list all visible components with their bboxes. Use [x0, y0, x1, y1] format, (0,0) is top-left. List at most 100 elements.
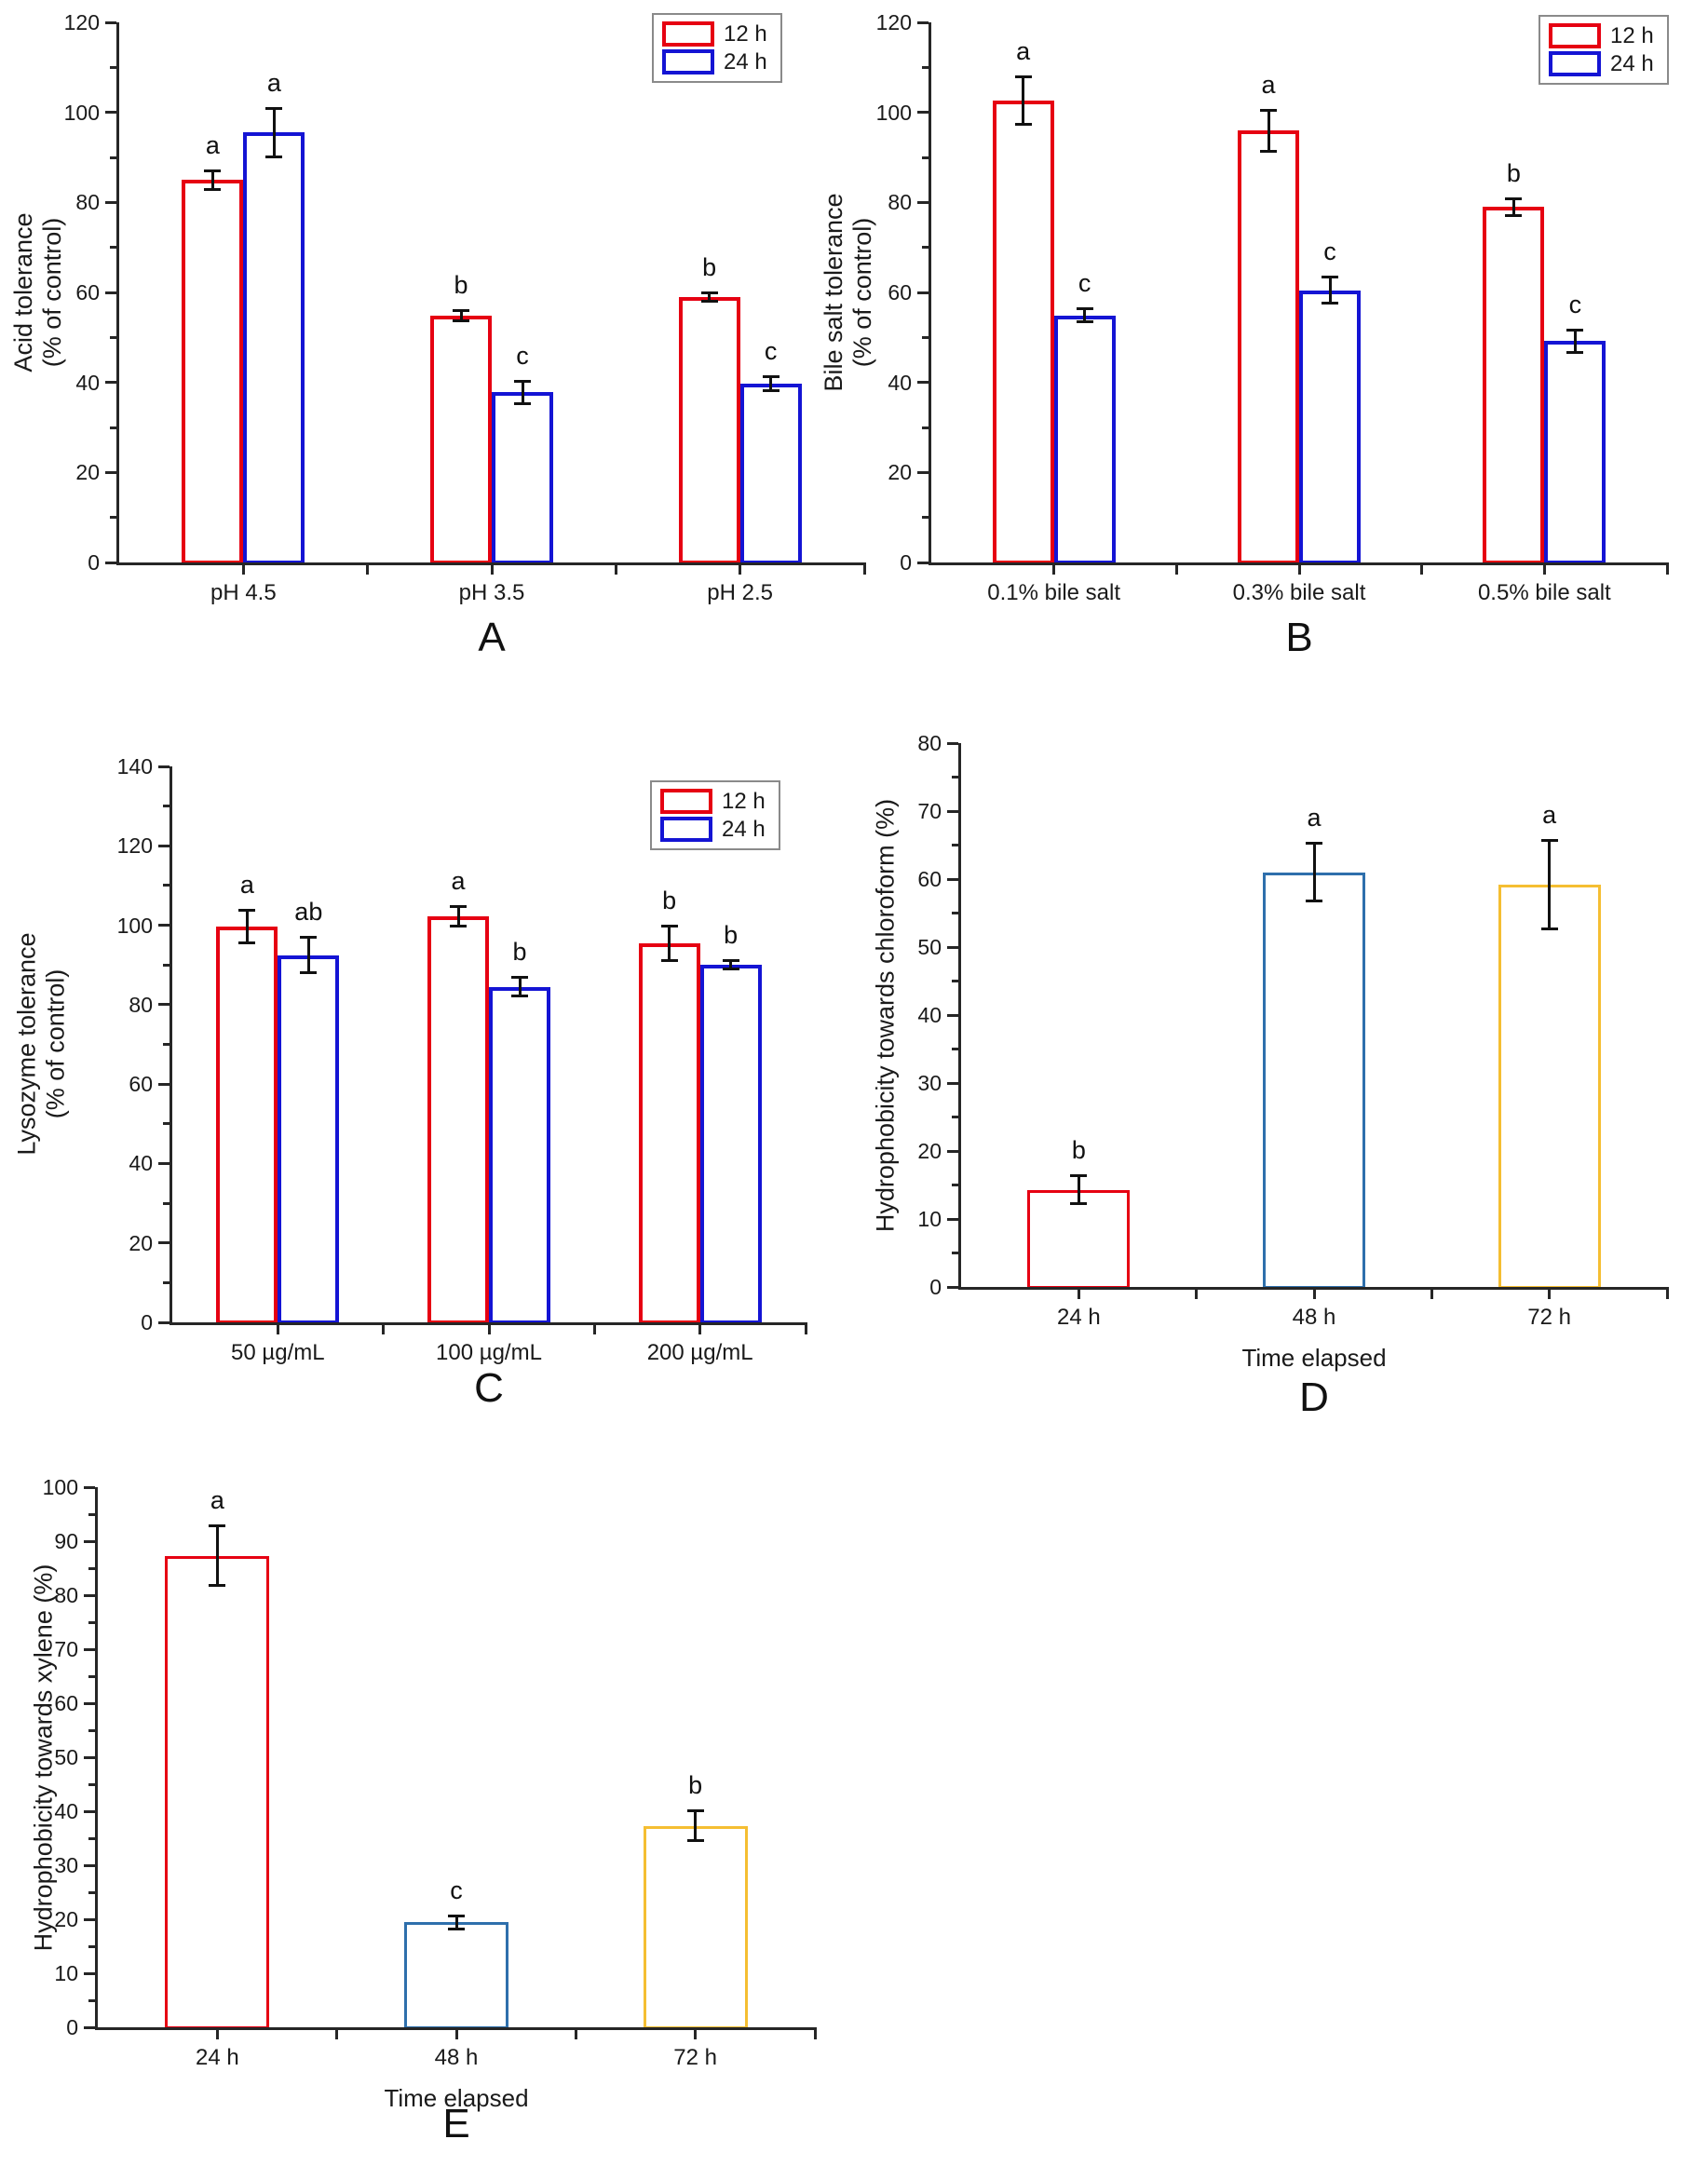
- error-bar-cap-top: [300, 935, 318, 939]
- x-boundary-tick: [592, 1322, 596, 1334]
- y-major-tick: [84, 1971, 95, 1975]
- y-minor-tick: [110, 246, 116, 250]
- x-boundary-tick: [804, 1322, 807, 1334]
- x-major-tick: [454, 2027, 458, 2039]
- error-bar-cap-top: [204, 169, 222, 172]
- legend-item-label: 24 h: [722, 817, 766, 842]
- y-major-tick: [84, 2025, 95, 2029]
- y-major-tick: [158, 1161, 169, 1165]
- y-tick-label: 70: [54, 1637, 78, 1661]
- panel-label-c: C: [474, 1365, 504, 1411]
- significance-letter: b: [702, 253, 717, 281]
- error-bar-cap-bottom: [722, 968, 739, 971]
- error-bar-line: [459, 310, 463, 321]
- y-major-tick: [947, 1217, 958, 1221]
- error-bar-cap-top: [1322, 276, 1338, 279]
- x-category-label: 72 h: [1527, 1305, 1572, 1330]
- error-bar-cap-top: [238, 909, 256, 913]
- x-category-label: 0.3% bile salt: [1232, 580, 1366, 605]
- error-bar-cap-top: [660, 924, 678, 928]
- y-major-tick: [105, 291, 116, 294]
- panel-label-b: B: [1285, 615, 1313, 660]
- x-major-tick: [1077, 1287, 1080, 1299]
- significance-letter: b: [1506, 158, 1521, 187]
- error-bar-line: [306, 936, 310, 974]
- legend: 12 h 24 h: [652, 13, 782, 83]
- significance-letter: a: [210, 1486, 224, 1515]
- error-bar-cap-top: [209, 1524, 226, 1528]
- y-tick-label: 80: [888, 190, 912, 215]
- x-category-label: 200 µg/mL: [646, 1340, 753, 1365]
- y-tick-label: 120: [875, 10, 912, 34]
- y-minor-tick: [88, 1782, 95, 1786]
- y-major-tick: [917, 291, 929, 294]
- x-category-label: 0.5% bile salt: [1477, 580, 1611, 605]
- x-category-label: 24 h: [1056, 1305, 1101, 1330]
- y-tick-label: 0: [88, 550, 100, 575]
- y-minor-tick: [88, 1620, 95, 1624]
- error-bar-line: [769, 376, 773, 391]
- significance-letter: b: [724, 921, 739, 950]
- y-tick-label: 40: [54, 1799, 78, 1823]
- y-major-tick: [947, 1285, 958, 1289]
- y-tick-label: 20: [888, 460, 912, 485]
- x-category-label: 48 h: [1292, 1305, 1336, 1330]
- y-minor-tick: [110, 426, 116, 429]
- significance-letter: c: [1568, 290, 1582, 318]
- error-bar-line: [518, 977, 522, 996]
- y-major-tick: [947, 1013, 958, 1017]
- x-major-tick: [739, 562, 742, 575]
- error-bar-cap-top: [265, 106, 283, 110]
- error-bar-cap-bottom: [300, 971, 318, 975]
- legend-swatch: [660, 789, 712, 814]
- error-bar-line: [456, 906, 460, 928]
- y-major-tick: [84, 1701, 95, 1705]
- x-boundary-tick: [1420, 562, 1424, 575]
- significance-letter: a: [1542, 800, 1557, 829]
- y-major-tick: [917, 20, 929, 24]
- significance-letter: a: [1261, 71, 1276, 100]
- y-major-tick: [105, 20, 116, 24]
- significance-letter: c: [450, 1875, 463, 1904]
- bar-c-12h: [638, 942, 700, 1324]
- y-tick-label: 10: [54, 1961, 78, 1985]
- error-bar-line: [729, 960, 733, 970]
- significance-letter: c: [516, 341, 529, 370]
- error-bar-cap-bottom: [1070, 1201, 1088, 1205]
- y-major-tick: [84, 1809, 95, 1813]
- legend-swatch: [662, 21, 714, 47]
- error-bar-cap-top: [1260, 109, 1277, 113]
- bar-a-24h: [492, 392, 553, 564]
- y-tick-label: 40: [888, 370, 912, 395]
- error-bar-line: [1328, 277, 1332, 305]
- error-bar-line: [1511, 197, 1515, 216]
- legend-swatch: [662, 49, 714, 74]
- error-bar-cap-bottom: [1566, 350, 1584, 354]
- y-axis-line: [95, 1487, 98, 2030]
- bar-a-24h: [243, 132, 305, 564]
- y-minor-tick: [110, 335, 116, 339]
- y-tick-label: 0: [66, 2015, 78, 2039]
- bar-d-24h: [1027, 1189, 1131, 1289]
- bar-e-72h: [643, 1825, 748, 2029]
- error-bar-cap-top: [453, 309, 469, 313]
- y-tick-label: 70: [917, 799, 942, 823]
- y-tick-label: 90: [54, 1529, 78, 1553]
- y-tick-label: 40: [917, 1003, 942, 1027]
- error-bar-line: [1573, 329, 1577, 353]
- error-bar-line: [694, 1810, 698, 1841]
- significance-letter: c: [1323, 237, 1336, 266]
- y-minor-tick: [110, 156, 116, 159]
- error-bar-line: [454, 1915, 458, 1930]
- y-tick-label: 0: [929, 1275, 942, 1299]
- x-major-tick: [276, 1322, 279, 1334]
- significance-letter: b: [688, 1771, 703, 1800]
- legend-swatch: [1549, 23, 1601, 48]
- error-bar-line: [668, 925, 671, 961]
- y-minor-tick: [922, 516, 929, 520]
- error-bar-cap-top: [1306, 842, 1322, 846]
- x-boundary-tick: [1665, 1287, 1669, 1299]
- error-bar-line: [1312, 843, 1316, 902]
